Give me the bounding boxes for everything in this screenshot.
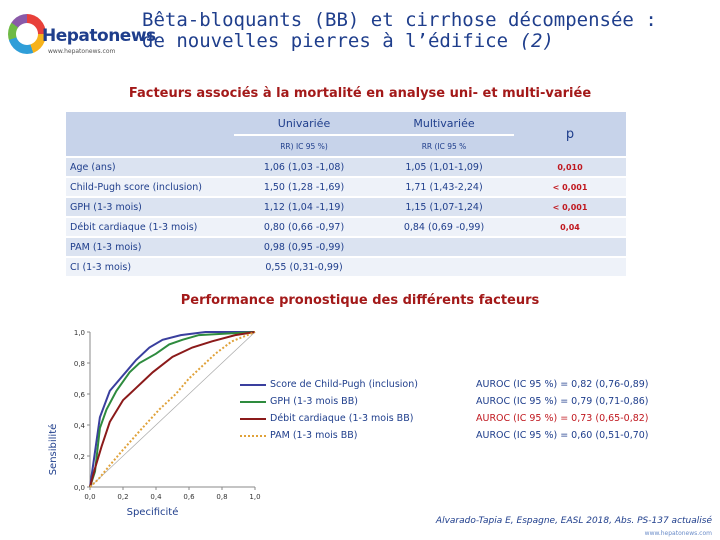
roc-curves [89, 331, 256, 488]
page-title: Bêta-bloquants (BB) et cirrhose décompen… [142, 10, 657, 52]
row-label: CI (1-3 mois) [66, 258, 234, 276]
row-univariee: 0,55 (0,31-0,99) [234, 258, 374, 276]
table-row: CI (1-3 mois) 0,55 (0,31-0,99) [66, 258, 626, 276]
row-p-value: 0,04 [514, 218, 626, 236]
row-multivariee: 0,84 (0,69 -0,99) [374, 218, 514, 236]
header-univariee-sub: RR) IC 95 %) [234, 136, 374, 156]
results-table: Univariée Multivariée p RR) IC 95 %) RR … [66, 110, 626, 278]
row-univariee: 1,06 (1,03 -1,08) [234, 158, 374, 176]
row-multivariee: 1,05 (1,01-1,09) [374, 158, 514, 176]
x-tick-label: 0,8 [216, 493, 227, 501]
legend-item-child-pugh: Score de Child-Pugh (inclusion) [240, 376, 418, 393]
title-line2: de nouvelles pierres à l’édifice [142, 30, 509, 52]
performance-title: Performance pronostique des différents f… [180, 293, 540, 308]
roc-curve-1 [89, 331, 256, 488]
row-p-value: 0,010 [514, 158, 626, 176]
row-p-value: < 0,001 [514, 198, 626, 216]
row-label: Child-Pugh score (inclusion) [66, 178, 234, 196]
row-multivariee: 1,15 (1,07-1,24) [374, 198, 514, 216]
legend-swatch [240, 417, 266, 420]
auroc-pam: AUROC (IC 95 %) = 0,60 (0,51-0,70) [476, 430, 649, 441]
table-row: Child-Pugh score (inclusion) 1,50 (1,28 … [66, 178, 626, 196]
header-univariee: Univariée [234, 112, 374, 134]
table-header-blank [66, 112, 234, 156]
auroc-list: AUROC (IC 95 %) = 0,82 (0,76-0,89) AUROC… [476, 376, 649, 444]
logo-url: www.hepatonews.com [48, 48, 116, 55]
legend-item-debit-cardiaque: Débit cardiaque (1-3 mois BB) [240, 410, 418, 427]
citation: Alvarado-Tapia E, Espagne, EASL 2018, Ab… [435, 516, 712, 526]
logo-name: Hepatonews [42, 26, 156, 46]
reference-diagonal [89, 331, 256, 488]
auroc-gph: AUROC (IC 95 %) = 0,79 (0,71-0,86) [476, 396, 649, 407]
title-line1: Bêta-bloquants (BB) et cirrhose décompen… [142, 9, 657, 31]
x-tick-label: 0,4 [150, 493, 162, 501]
x-tick-label: 1,0 [249, 493, 260, 501]
x-tick-label: 0,2 [117, 493, 128, 501]
row-label: GPH (1-3 mois) [66, 198, 234, 216]
auroc-debit-cardiaque: AUROC (IC 95 %) = 0,73 (0,65-0,82) [476, 413, 649, 424]
legend-swatch [240, 383, 266, 386]
hepatonews-logo: Hepatonews www.hepatonews.com [8, 10, 156, 60]
row-p-value [514, 258, 626, 276]
legend-label: Score de Child-Pugh (inclusion) [270, 379, 418, 390]
y-tick-label: 0,4 [74, 422, 86, 430]
legend-swatch [240, 434, 266, 437]
header-multivariee: Multivariée [374, 112, 514, 134]
table-section-title: Facteurs associés à la mortalité en anal… [128, 86, 592, 101]
legend-item-pam: PAM (1-3 mois BB) [240, 427, 418, 444]
legend-label: PAM (1-3 mois BB) [270, 430, 358, 441]
y-tick-label: 0,8 [74, 360, 85, 368]
auroc-child-pugh: AUROC (IC 95 %) = 0,82 (0,76-0,89) [476, 379, 649, 390]
row-label: PAM (1-3 mois) [66, 238, 234, 256]
row-label: Débit cardiaque (1-3 mois) [66, 218, 234, 236]
row-multivariee: 1,71 (1,43-2,24) [374, 178, 514, 196]
header-multivariee-sub: RR (IC 95 % [374, 136, 514, 156]
roc-curve-2 [89, 331, 256, 488]
x-axis-label: Specificité [127, 506, 179, 518]
y-axis-label: Sensibilité [47, 424, 59, 476]
table-row: PAM (1-3 mois) 0,98 (0,95 -0,99) [66, 238, 626, 256]
x-tick-label: 0,6 [183, 493, 195, 501]
footer-url: www.hepatonews.com [644, 530, 712, 537]
row-univariee: 0,98 (0,95 -0,99) [234, 238, 374, 256]
y-tick-label: 1,0 [74, 329, 85, 337]
y-tick-label: 0,0 [74, 484, 85, 492]
chart-legend: Score de Child-Pugh (inclusion) GPH (1-3… [240, 376, 418, 444]
x-tick-label: 0,0 [84, 493, 95, 501]
title-suffix: (2) [519, 30, 554, 52]
legend-item-gph: GPH (1-3 mois BB) [240, 393, 418, 410]
row-p-value: < 0,001 [514, 178, 626, 196]
table-row: GPH (1-3 mois) 1,12 (1,04 -1,19) 1,15 (1… [66, 198, 626, 216]
y-tick-label: 0,6 [74, 391, 86, 399]
y-tick-label: 0,2 [74, 453, 85, 461]
row-multivariee [374, 238, 514, 256]
header-p: p [514, 112, 626, 156]
roc-chart: 0,0 0,2 0,4 0,6 0,8 1,0 0,0 0,2 0,4 0,6 0,8 1,0 Spe… [47, 329, 261, 518]
row-label: Age (ans) [66, 158, 234, 176]
row-multivariee [374, 258, 514, 276]
legend-swatch [240, 400, 266, 403]
row-univariee: 1,12 (1,04 -1,19) [234, 198, 374, 216]
table-row: Age (ans) 1,06 (1,03 -1,08) 1,05 (1,01-1… [66, 158, 626, 176]
row-univariee: 0,80 (0,66 -0,97) [234, 218, 374, 236]
logo-icon [8, 14, 46, 54]
table-row: Débit cardiaque (1-3 mois) 0,80 (0,66 -0… [66, 218, 626, 236]
legend-label: GPH (1-3 mois BB) [270, 396, 358, 407]
roc-curve-0 [89, 331, 255, 488]
legend-label: Débit cardiaque (1-3 mois BB) [270, 413, 414, 424]
roc-axes: 0,0 0,2 0,4 0,6 0,8 1,0 0,0 0,2 0,4 0,6 0,8 1,0 [74, 329, 261, 501]
row-p-value [514, 238, 626, 256]
row-univariee: 1,50 (1,28 -1,69) [234, 178, 374, 196]
